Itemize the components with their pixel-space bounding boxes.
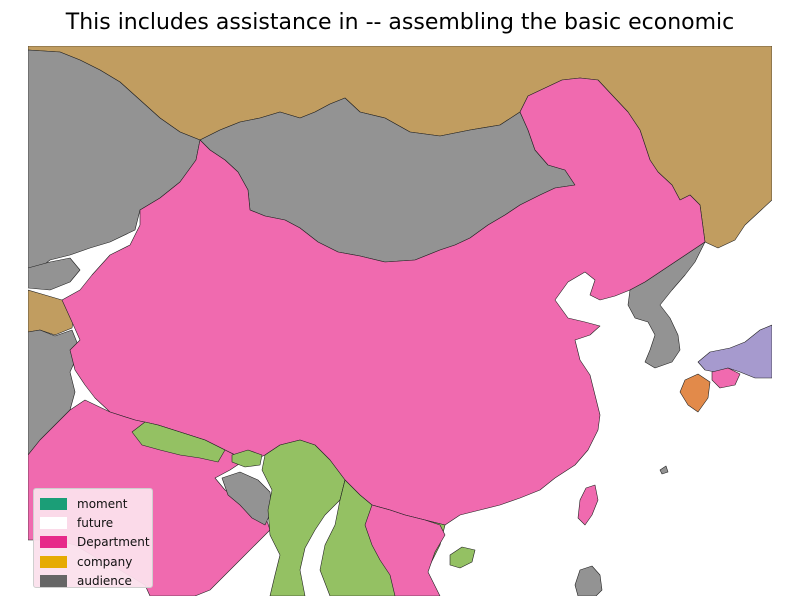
region-south (364, 504, 446, 596)
legend-label: Department (77, 535, 150, 550)
legend-label: moment (77, 496, 128, 511)
map-title: This includes assistance in -- assemblin… (65, 10, 735, 35)
region-bhutan (231, 449, 263, 468)
region-taiwan (577, 484, 599, 526)
region-kyushu (679, 373, 711, 413)
legend-item-department: Department (40, 533, 150, 552)
island-small (659, 465, 669, 475)
legend-swatch (40, 536, 67, 549)
legend-swatch (40, 555, 67, 568)
legend-swatch (40, 497, 67, 510)
legend-label: audience (77, 574, 132, 589)
region-myanmar (261, 439, 346, 596)
legend-label: future (77, 516, 114, 531)
legend: moment future Department company audienc… (33, 488, 153, 588)
legend-item-future: future (40, 513, 146, 532)
region-japan (697, 324, 772, 379)
region-japan-south (711, 367, 741, 389)
region-nepal (131, 421, 226, 463)
legend-swatch (40, 517, 67, 530)
region-hainan (449, 546, 476, 569)
legend-label: company (77, 554, 133, 569)
legend-item-audience: audience (40, 572, 146, 591)
region-korea (627, 241, 706, 369)
legend-swatch (40, 575, 67, 588)
region-philippines (574, 565, 603, 596)
legend-item-company: company (40, 552, 146, 571)
legend-item-moment: moment (40, 494, 146, 513)
